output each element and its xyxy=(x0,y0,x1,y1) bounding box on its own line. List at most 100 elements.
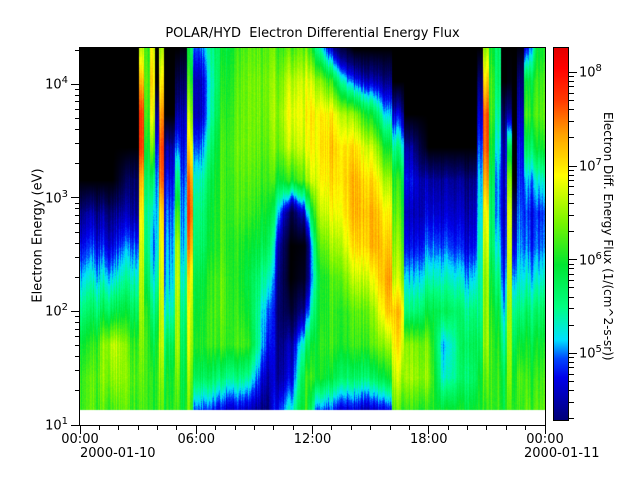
colorbar-tick xyxy=(569,259,577,261)
colorbar-tick xyxy=(569,352,577,354)
colorbar-tick xyxy=(569,308,574,310)
y-axis-tick xyxy=(75,202,79,204)
x-axis-tick xyxy=(79,426,81,434)
x-axis-date-end: 2000-01-11 xyxy=(524,446,600,461)
y-axis-tick xyxy=(75,321,79,323)
colorbar-tick xyxy=(569,169,574,171)
x-axis-tick xyxy=(195,426,197,434)
y-axis-tick-label: 103 xyxy=(45,188,68,207)
x-axis-tick xyxy=(98,426,100,430)
x-axis-tick xyxy=(525,426,527,430)
y-axis-tick-label: 104 xyxy=(45,75,68,93)
colorbar-tick xyxy=(569,137,574,139)
y-axis-tick xyxy=(75,345,79,347)
colorbar-tick xyxy=(569,165,577,167)
x-axis-tick xyxy=(350,426,352,430)
colorbar-tick xyxy=(569,86,574,88)
x-axis-tick-label: 00:00 xyxy=(526,432,564,447)
x-axis-tick xyxy=(312,426,313,434)
y-axis-tick xyxy=(75,256,79,258)
y-axis-tick xyxy=(75,370,79,372)
colorbar-tick xyxy=(569,214,574,216)
x-axis-date-start: 2000-01-10 xyxy=(80,446,156,461)
x-axis-tick xyxy=(273,426,275,430)
colorbar-canvas xyxy=(553,47,569,421)
x-axis-tick xyxy=(157,426,158,430)
colorbar-tick xyxy=(569,174,574,176)
colorbar-tick xyxy=(569,231,574,233)
colorbar-tick xyxy=(569,80,574,82)
x-axis-tick xyxy=(447,426,449,430)
x-axis-tick xyxy=(234,426,236,430)
x-axis-tick xyxy=(118,426,120,430)
x-axis-tick xyxy=(253,426,255,430)
colorbar-tick xyxy=(569,418,574,420)
colorbar-tick xyxy=(569,263,574,265)
colorbar-tick xyxy=(569,401,574,403)
y-axis-tick xyxy=(75,118,79,120)
colorbar-tick xyxy=(569,202,574,204)
colorbar-tick xyxy=(569,381,574,383)
colorbar-tick xyxy=(569,120,574,122)
y-axis-tick xyxy=(75,390,79,392)
y-axis-tick xyxy=(71,197,79,199)
y-axis-tick-label: 101 xyxy=(45,416,68,434)
x-axis-tick xyxy=(292,426,294,430)
colorbar-tick xyxy=(569,324,574,326)
x-axis-tick xyxy=(176,426,178,430)
y-axis-tick xyxy=(75,231,79,233)
y-axis-tick xyxy=(75,242,79,244)
colorbar-tick xyxy=(569,92,574,94)
colorbar-tick xyxy=(569,180,574,182)
y-axis-tick xyxy=(75,94,79,96)
y-axis-tick xyxy=(71,83,79,85)
x-axis-tick xyxy=(215,426,217,430)
colorbar-tick xyxy=(569,100,574,102)
y-axis-tick-label: 102 xyxy=(45,302,68,320)
colorbar-tick xyxy=(569,71,577,73)
plot-title: POLAR/HYD Electron Differential Energy F… xyxy=(165,26,460,41)
x-axis-tick xyxy=(486,426,488,430)
colorbar-tick-label: 105 xyxy=(579,344,602,362)
y-axis-tick xyxy=(75,89,79,91)
colorbar-tick xyxy=(569,186,574,188)
colorbar-tick xyxy=(569,296,574,298)
x-axis-tick xyxy=(505,426,507,430)
x-axis-tick xyxy=(137,426,139,430)
x-axis-tick xyxy=(408,426,410,430)
x-axis-tick xyxy=(370,426,372,430)
y-axis-tick xyxy=(71,310,79,312)
x-axis-tick xyxy=(428,426,430,434)
colorbar-tick xyxy=(569,193,574,195)
x-axis-tick xyxy=(544,426,546,434)
y-axis-tick xyxy=(71,424,79,426)
y-axis-tick xyxy=(75,356,79,358)
colorbar-tick xyxy=(569,287,574,289)
y-axis-tick xyxy=(75,129,79,131)
colorbar-tick xyxy=(569,357,574,359)
y-axis-tick xyxy=(75,214,79,216)
colorbar-tick xyxy=(569,268,574,270)
spectrogram-canvas xyxy=(79,47,546,426)
colorbar-tick xyxy=(569,109,574,111)
y-axis-tick xyxy=(75,101,79,103)
colorbar-tick xyxy=(569,367,574,369)
x-axis-tick-label: 18:00 xyxy=(410,432,448,447)
x-axis-tick xyxy=(331,426,333,430)
y-axis-tick xyxy=(75,276,79,278)
colorbar-tick-label: 107 xyxy=(579,157,602,175)
y-axis-tick xyxy=(75,328,79,330)
colorbar-tick xyxy=(569,362,574,364)
colorbar-tick xyxy=(569,273,574,275)
y-axis-tick xyxy=(75,222,79,224)
y-axis-tick xyxy=(75,49,79,51)
y-axis-tick xyxy=(75,109,79,111)
colorbar-tick xyxy=(569,280,574,282)
x-axis-tick-label: 00:00 xyxy=(61,432,99,447)
colorbar-tick xyxy=(569,76,574,78)
colorbar-tick-label: 108 xyxy=(579,63,602,81)
y-axis-tick xyxy=(75,316,79,318)
colorbar-tick xyxy=(569,390,574,392)
y-axis-tick xyxy=(75,143,79,145)
